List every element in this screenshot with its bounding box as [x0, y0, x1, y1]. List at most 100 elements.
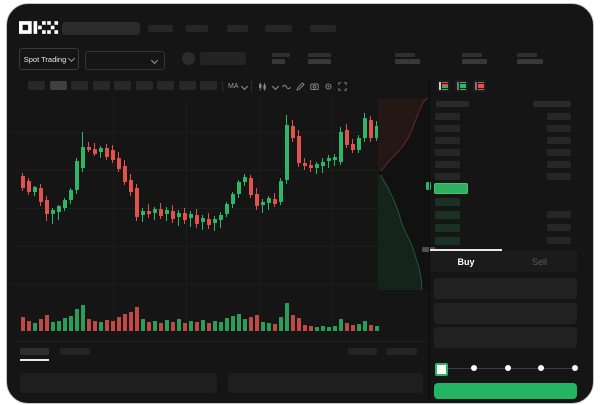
timeframe-button[interactable]: [157, 81, 174, 90]
ask-row[interactable]: [430, 147, 577, 158]
pair-coin-icon: [182, 52, 195, 65]
nav-item[interactable]: [265, 25, 292, 32]
ask-price-placeholder: [435, 137, 460, 144]
candle-body: [207, 219, 211, 225]
history-tab[interactable]: [60, 348, 90, 355]
candle-body: [21, 176, 25, 188]
tab-sell[interactable]: Sell: [502, 251, 577, 272]
order-amount-input[interactable]: [434, 303, 577, 324]
volume-bar: [99, 322, 103, 331]
candle-body: [357, 138, 361, 150]
pair-selector-dropdown[interactable]: [85, 51, 165, 70]
market-mode-dropdown[interactable]: Spot Trading: [19, 48, 79, 70]
volume-bar: [117, 317, 121, 331]
bid-row[interactable]: [430, 210, 577, 221]
stat-label-placeholder: [517, 53, 537, 57]
ask-row[interactable]: [430, 159, 577, 170]
volume-bar: [105, 320, 109, 331]
ask-row[interactable]: [430, 123, 577, 134]
candle-body: [321, 162, 325, 166]
book-asks-icon[interactable]: [473, 80, 486, 92]
line-tools-icon[interactable]: [282, 82, 291, 91]
depth-curve: [380, 97, 429, 172]
tab-buy[interactable]: Buy: [430, 251, 502, 272]
bottom-action-2[interactable]: [386, 348, 417, 355]
volume-bar: [249, 317, 253, 331]
timeframe-button[interactable]: [178, 81, 196, 90]
orders-panel-placeholder: [20, 373, 217, 393]
book-combined-icon[interactable]: [437, 80, 450, 92]
order-price-input[interactable]: [434, 278, 577, 299]
candle-body: [147, 211, 151, 214]
candle-body: [225, 204, 229, 214]
slider-stop-dot[interactable]: [538, 365, 544, 371]
volume-bar: [357, 324, 361, 331]
volume-bar: [375, 326, 379, 331]
timeframe-button[interactable]: [200, 81, 217, 90]
volume-bar: [291, 315, 295, 331]
candle-body: [153, 209, 157, 213]
candle-wick: [52, 208, 53, 224]
chart-settings-gear-icon[interactable]: [324, 82, 333, 91]
buy-submit-button[interactable]: [434, 383, 577, 399]
stat-label-placeholder: [308, 53, 331, 57]
timeframe-button[interactable]: [71, 81, 88, 90]
candle-body: [33, 187, 37, 192]
order-total-input[interactable]: [434, 327, 577, 348]
stat-value-placeholder: [517, 59, 543, 64]
timeframe-button[interactable]: [135, 81, 153, 90]
candle-body: [297, 136, 301, 163]
screenshot-camera-icon[interactable]: [310, 82, 319, 91]
volume-bar: [129, 312, 133, 331]
timeframe-button[interactable]: [49, 81, 67, 90]
stat-value-placeholder: [272, 59, 285, 64]
volume-bar: [369, 325, 373, 331]
slider-stop-dot[interactable]: [572, 365, 578, 371]
draw-pencil-icon[interactable]: [296, 82, 305, 91]
ask-row[interactable]: [430, 171, 577, 182]
nav-item[interactable]: [148, 25, 173, 32]
search-input[interactable]: [62, 22, 140, 35]
book-bids-icon[interactable]: [455, 80, 468, 92]
bottom-action-1[interactable]: [348, 348, 377, 355]
candle-body: [237, 182, 241, 194]
candle-body: [57, 206, 61, 212]
timeframe-button[interactable]: [28, 81, 45, 90]
volume-bar: [351, 325, 355, 331]
orders-tab-active[interactable]: [20, 348, 49, 355]
candle-body: [171, 211, 175, 219]
volume-bar: [285, 303, 289, 331]
candle-body: [309, 165, 313, 168]
candle-body: [129, 180, 133, 192]
candle-wick: [316, 162, 317, 174]
timeframe-button[interactable]: [92, 81, 110, 90]
pair-name-placeholder: [200, 52, 246, 65]
slider-stop-dot[interactable]: [505, 365, 511, 371]
nav-item[interactable]: [227, 25, 248, 32]
bid-row[interactable]: [430, 223, 577, 234]
chart-type-icon[interactable]: [258, 82, 267, 91]
indicator-selector[interactable]: MA: [228, 81, 248, 92]
nav-item[interactable]: [310, 25, 336, 32]
volume-bar: [213, 321, 217, 331]
ask-amount-placeholder: [547, 125, 571, 132]
bid-row[interactable]: [430, 236, 577, 247]
volume-bar: [315, 327, 319, 331]
candle-body: [105, 148, 109, 157]
buy-tab-label: Buy: [457, 256, 475, 267]
orderbook-last-price[interactable]: [434, 183, 468, 194]
chart-type-selector[interactable]: [270, 81, 280, 92]
stat-value-placeholder: [395, 59, 420, 64]
ask-row[interactable]: [430, 111, 577, 122]
amount-slider-handle[interactable]: [435, 363, 448, 376]
slider-stop-dot[interactable]: [471, 365, 477, 371]
candle-body: [69, 190, 73, 200]
nav-item[interactable]: [186, 25, 208, 32]
ask-row[interactable]: [430, 135, 577, 146]
fullscreen-expand-icon[interactable]: [338, 82, 347, 91]
candle-body: [285, 125, 289, 180]
candle-body: [243, 177, 247, 182]
timeframe-button[interactable]: [114, 81, 131, 90]
market-mode-label: Spot Trading: [23, 54, 67, 64]
bid-row[interactable]: [430, 197, 577, 208]
